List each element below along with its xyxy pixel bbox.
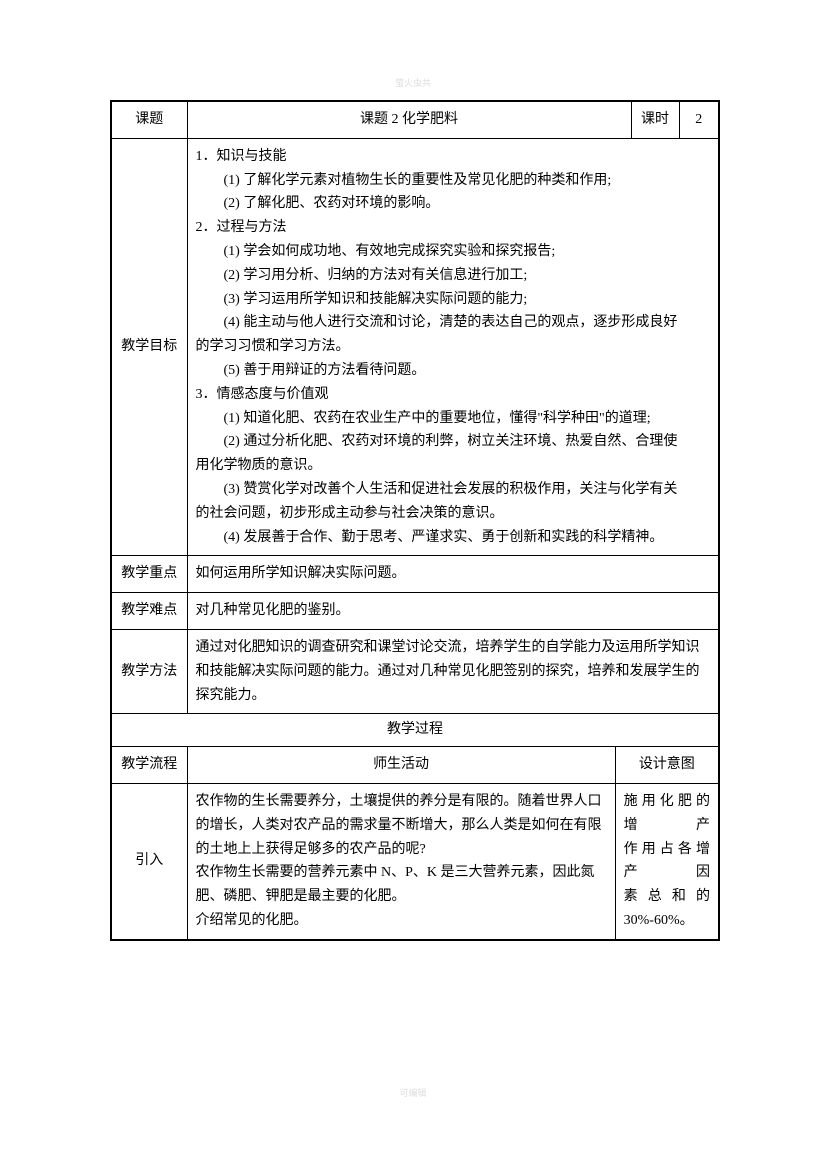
- intro-design-3b: 总: [648, 885, 662, 909]
- topic-title: 课题 2 化学肥料: [187, 101, 631, 138]
- intro-activity: 农作物的生长需要养分，土壤提供的养分是有限的。随着世界人口的增长，人类对农产品的…: [187, 783, 615, 939]
- flow-header-row: 教学流程 师生活动 设计意图: [111, 747, 719, 784]
- method-row: 教学方法 通过对化肥知识的调查研究和课堂讨论交流，培养学生的自学能力及运用所学知…: [111, 629, 719, 713]
- intro-design-4: 30%-60%。: [624, 909, 710, 933]
- obj-h2-2: (2) 学习用分析、归纳的方法对有关信息进行加工;: [196, 264, 711, 288]
- objective-row: 教学目标 1．知识与技能 (1) 了解化学元素对植物生长的重要性及常见化肥的种类…: [111, 138, 719, 556]
- key-label: 教学重点: [111, 556, 187, 593]
- intro-row: 引入 农作物的生长需要养分，土壤提供的养分是有限的。随着世界人口的增长，人类对农…: [111, 783, 719, 939]
- obj-h3-1: (1) 知道化肥、农药在农业生产中的重要地位，懂得"科学种田"的道理;: [196, 407, 711, 431]
- difficult-content: 对几种常见化肥的鉴别。: [187, 593, 719, 630]
- objective-content: 1．知识与技能 (1) 了解化学元素对植物生长的重要性及常见化肥的种类和作用; …: [187, 138, 719, 556]
- lesson-plan-table: 课题 课题 2 化学肥料 课时 2 教学目标 1．知识与技能 (1) 了解化学元…: [110, 100, 720, 941]
- intro-design-1: 施 用 化 肥 的 增 产: [624, 790, 710, 838]
- obj-h2-5: (5) 善于用辩证的方法看待问题。: [196, 359, 711, 383]
- difficult-row: 教学难点 对几种常见化肥的鉴别。: [111, 593, 719, 630]
- obj-h1-1: (1) 了解化学元素对植物生长的重要性及常见化肥的种类和作用;: [196, 169, 711, 193]
- objective-label: 教学目标: [111, 138, 187, 556]
- intro-activity-2: 农作物生长需要的营养元素中 N、P、K 是三大营养元素，因此氮肥、磷肥、钾肥是最…: [196, 861, 607, 909]
- topic-label: 课题: [111, 101, 187, 138]
- watermark-bottom: 可编辑: [399, 1086, 426, 1101]
- intro-design-3d: 的: [696, 885, 710, 909]
- method-content: 通过对化肥知识的调查研究和课堂讨论交流，培养学生的自学能力及运用所学知识和技能解…: [187, 629, 719, 713]
- intro-design: 施 用 化 肥 的 增 产 作 用 占 各 增 产 因 素 总 和 的 30%-…: [615, 783, 719, 939]
- obj-h3-3b: 的社会问题，初步形成主动参与社会决策的意识。: [196, 502, 711, 526]
- intro-design-3: 素 总 和 的: [624, 885, 710, 909]
- intro-label: 引入: [111, 783, 187, 939]
- obj-h2-3: (3) 学习运用所学知识和技能解决实际问题的能力;: [196, 288, 711, 312]
- design-label: 设计意图: [615, 747, 719, 784]
- obj-h3-2b: 用化学物质的意识。: [196, 454, 711, 478]
- obj-h3: 3．情感态度与价值观: [196, 383, 711, 407]
- process-header: 教学过程: [111, 714, 719, 747]
- key-content: 如何运用所学知识解决实际问题。: [187, 556, 719, 593]
- obj-h1-2: (2) 了解化肥、农药对环境的影响。: [196, 192, 711, 216]
- key-row: 教学重点 如何运用所学知识解决实际问题。: [111, 556, 719, 593]
- method-label: 教学方法: [111, 629, 187, 713]
- obj-h2-4a: (4) 能主动与他人进行交流和讨论，清楚的表达自己的观点，逐步形成良好: [196, 311, 711, 335]
- obj-h1: 1．知识与技能: [196, 145, 711, 169]
- difficult-label: 教学难点: [111, 593, 187, 630]
- intro-activity-1: 农作物的生长需要养分，土壤提供的养分是有限的。随着世界人口的增长，人类对农产品的…: [196, 790, 607, 861]
- process-header-row: 教学过程: [111, 714, 719, 747]
- flow-label: 教学流程: [111, 747, 187, 784]
- obj-h2-4b: 的学习习惯和学习方法。: [196, 335, 711, 359]
- obj-h3-4: (4) 发展善于合作、勤于思考、严谨求实、勇于创新和实践的科学精神。: [196, 526, 711, 550]
- obj-h2: 2．过程与方法: [196, 216, 711, 240]
- period-value: 2: [679, 101, 719, 138]
- intro-design-3a: 素: [624, 885, 638, 909]
- obj-h2-1: (1) 学会如何成功地、有效地完成探究实验和探究报告;: [196, 240, 711, 264]
- obj-h3-3a: (3) 赞赏化学对改善个人生活和促进社会发展的积极作用，关注与化学有关: [196, 478, 711, 502]
- activity-label: 师生活动: [187, 747, 615, 784]
- watermark-top: 萤火虫共: [395, 76, 431, 91]
- intro-activity-3: 介绍常见的化肥。: [196, 909, 607, 933]
- obj-h3-2a: (2) 通过分析化肥、农药对环境的利弊，树立关注环境、热爱自然、合理使: [196, 430, 711, 454]
- header-row: 课题 课题 2 化学肥料 课时 2: [111, 101, 719, 138]
- intro-design-3c: 和: [672, 885, 686, 909]
- intro-design-2: 作 用 占 各 增 产 因: [624, 838, 710, 886]
- period-label: 课时: [631, 101, 679, 138]
